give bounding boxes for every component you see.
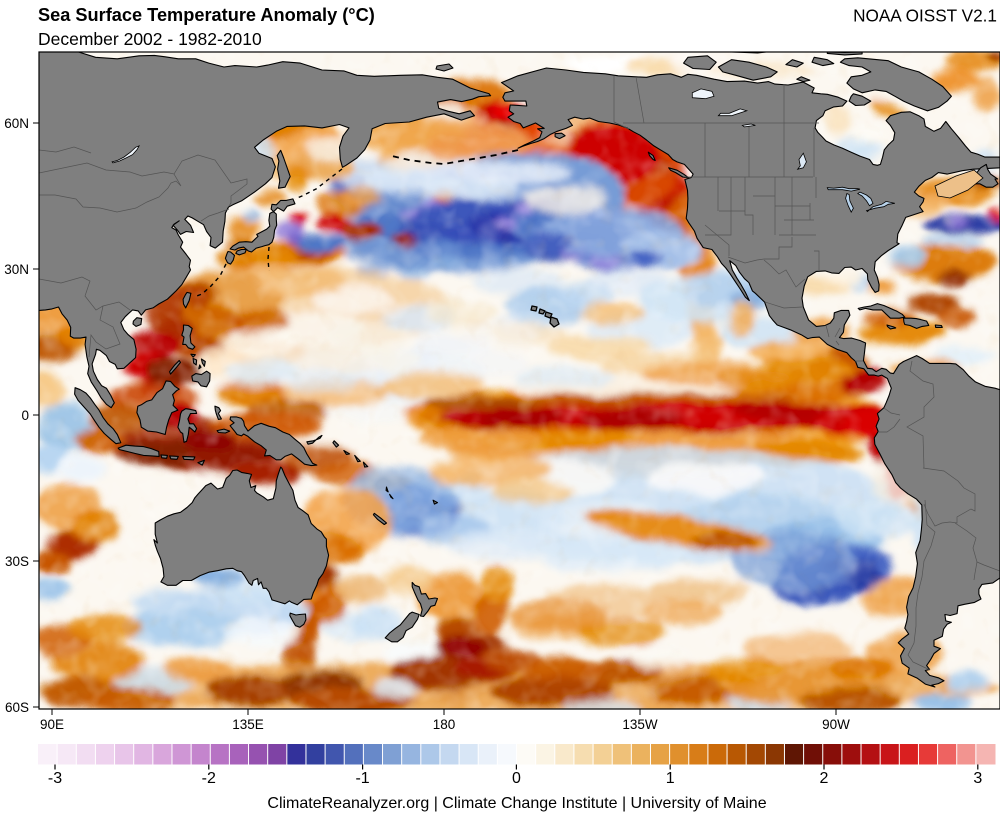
svg-text:2: 2 (820, 770, 829, 787)
svg-text:0: 0 (512, 770, 521, 787)
svg-text:135W: 135W (622, 717, 658, 732)
svg-text:-3: -3 (48, 770, 62, 787)
svg-text:3: 3 (973, 770, 982, 787)
svg-text:90E: 90E (40, 717, 64, 732)
svg-text:-1: -1 (355, 770, 369, 787)
svg-text:30S: 30S (5, 554, 29, 569)
svg-text:NOAA OISST V2.1: NOAA OISST V2.1 (853, 6, 997, 26)
svg-text:30N: 30N (4, 262, 29, 277)
svg-text:-2: -2 (202, 770, 216, 787)
svg-text:135E: 135E (232, 717, 264, 732)
svg-text:90W: 90W (822, 717, 850, 732)
svg-text:Sea Surface Temperature Anomal: Sea Surface Temperature Anomaly (°C) (38, 5, 375, 25)
svg-text:60N: 60N (4, 116, 29, 131)
svg-text:0: 0 (21, 408, 29, 423)
svg-text:60S: 60S (5, 700, 29, 715)
svg-text:ClimateReanalyzer.org | Climat: ClimateReanalyzer.org | Climate Change I… (267, 795, 766, 812)
svg-text:1: 1 (666, 770, 675, 787)
svg-text:180: 180 (433, 717, 456, 732)
svg-text:December 2002 - 1982-2010: December 2002 - 1982-2010 (38, 29, 262, 49)
